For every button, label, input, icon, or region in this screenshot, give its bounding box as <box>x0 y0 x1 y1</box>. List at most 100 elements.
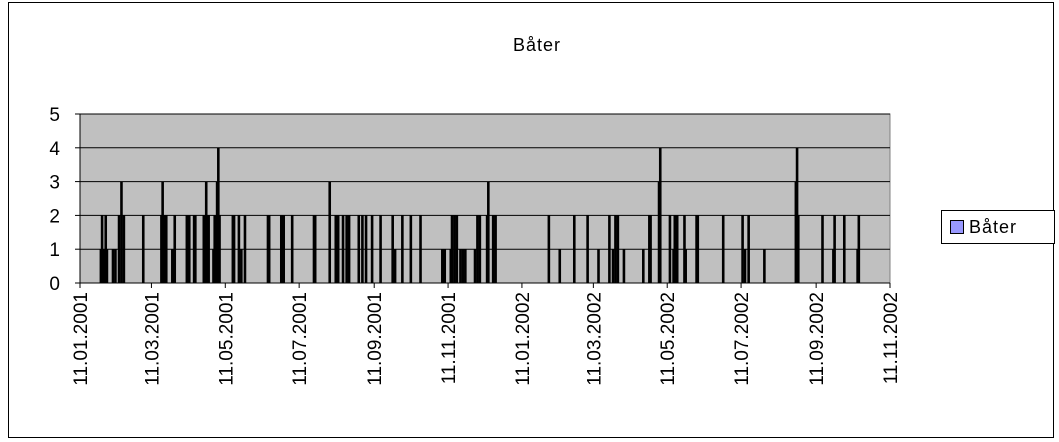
bar <box>572 215 576 283</box>
bar <box>313 215 317 283</box>
y-tick-label: 1 <box>49 240 60 261</box>
y-tick-label: 0 <box>49 274 60 295</box>
bar <box>117 215 121 283</box>
bar <box>122 215 126 283</box>
x-tick-label: 11.09.2001 <box>365 292 386 386</box>
bar <box>622 249 626 283</box>
legend-label: Båter <box>969 216 1018 237</box>
bar <box>419 215 422 283</box>
bar <box>611 249 615 283</box>
chart-title: Båter <box>513 35 561 55</box>
bar <box>282 215 286 283</box>
bar <box>763 249 766 283</box>
bar <box>721 215 725 283</box>
y-tick-labels: 0 1 2 3 4 5 <box>49 105 60 295</box>
bar <box>164 215 168 283</box>
bar <box>450 215 454 283</box>
bar <box>391 215 394 283</box>
x-tick-label: 11.07.2002 <box>732 292 753 386</box>
bar <box>401 215 404 283</box>
bar <box>364 215 368 283</box>
x-tick-label: 11.03.2002 <box>584 292 605 386</box>
bar <box>684 249 687 283</box>
bar <box>213 215 216 283</box>
bar <box>357 215 361 283</box>
bar <box>821 215 824 283</box>
bar <box>361 215 364 283</box>
bar <box>441 249 444 283</box>
x-tick-label: 11.11.2001 <box>439 292 460 384</box>
bar <box>741 215 744 283</box>
y-tick-label: 2 <box>49 206 60 227</box>
y-tick-label: 4 <box>49 139 60 160</box>
bar <box>345 215 348 283</box>
bar <box>487 181 490 283</box>
bar <box>218 215 221 283</box>
x-tick-label: 11.09.2002 <box>807 292 828 386</box>
bar <box>453 215 456 283</box>
x-tick-label: 11.01.2002 <box>513 292 534 386</box>
bar <box>141 215 145 283</box>
bar <box>608 215 611 283</box>
bar <box>491 215 495 283</box>
bar <box>290 215 294 283</box>
bar <box>675 215 679 283</box>
bar <box>464 249 467 283</box>
bar <box>105 249 109 283</box>
bar <box>614 215 617 283</box>
bar <box>476 215 479 283</box>
bar <box>649 215 652 283</box>
bar <box>279 215 283 283</box>
bar <box>328 181 332 283</box>
bar <box>558 249 562 283</box>
bar <box>443 249 447 283</box>
bar <box>240 249 243 283</box>
x-tick-label: 11.01.2001 <box>71 292 92 386</box>
bar <box>232 215 236 283</box>
bar <box>347 215 351 283</box>
bar <box>185 215 189 283</box>
bar <box>658 147 662 283</box>
bar <box>187 215 191 283</box>
bar <box>243 215 247 283</box>
bar <box>341 215 345 283</box>
bar <box>597 249 600 283</box>
bars <box>99 147 861 283</box>
bar <box>102 249 105 283</box>
bar <box>455 215 459 283</box>
bar <box>237 215 241 283</box>
bar <box>796 215 800 283</box>
x-tick-label: 11.07.2001 <box>290 292 311 386</box>
bar <box>171 249 174 283</box>
bar <box>461 249 465 283</box>
bar <box>547 215 551 283</box>
bar <box>336 215 340 283</box>
y-tick-label: 5 <box>49 105 60 126</box>
bar <box>478 215 482 283</box>
bar <box>673 215 677 283</box>
bar <box>207 215 210 283</box>
bar <box>267 215 271 283</box>
legend: Båter <box>941 210 1055 244</box>
bar <box>494 215 497 283</box>
bar <box>857 215 861 283</box>
bar <box>393 249 397 283</box>
x-tick-label: 11.05.2002 <box>658 292 679 386</box>
x-tick-label: 11.05.2001 <box>216 292 237 386</box>
bar <box>696 215 700 283</box>
bar <box>114 249 117 283</box>
bar <box>842 215 846 283</box>
bar <box>473 249 477 283</box>
bar <box>616 215 620 283</box>
bar <box>743 249 747 283</box>
x-tick-label: 11.11.2002 <box>881 292 902 384</box>
bar <box>111 249 115 283</box>
axes <box>75 113 891 288</box>
bar <box>120 181 123 283</box>
bar <box>334 215 338 283</box>
bar <box>204 181 208 283</box>
bar <box>370 215 374 283</box>
bar <box>379 215 382 283</box>
bar <box>173 215 177 283</box>
